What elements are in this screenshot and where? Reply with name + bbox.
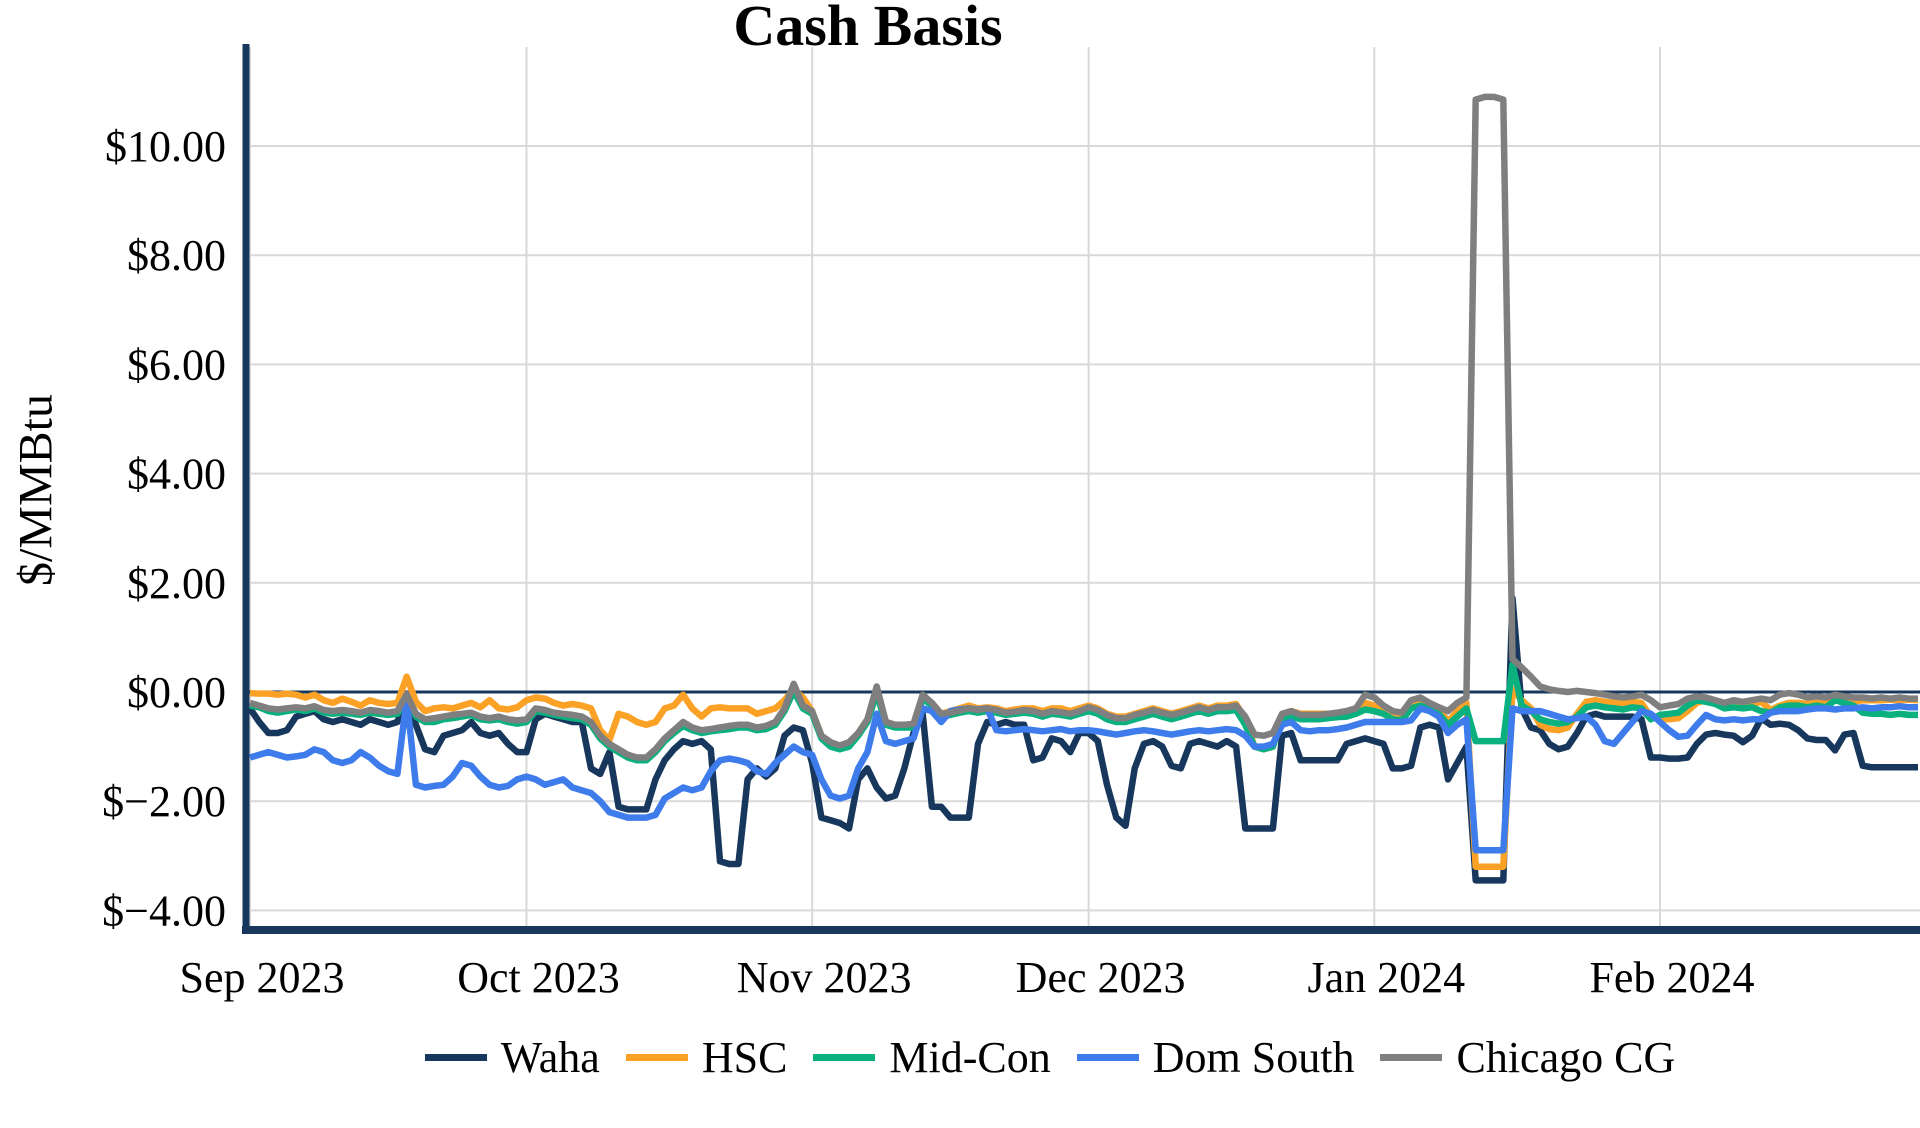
y-tick--2: $−2.00: [102, 777, 226, 826]
y-tick-8: $8.00: [127, 231, 226, 280]
x-tick-jan-2024: Jan 2024: [1307, 953, 1465, 1002]
x-tick-feb-2024: Feb 2024: [1589, 953, 1754, 1002]
legend-item-waha: Waha: [424, 1032, 600, 1083]
chicago-cg-legend-swatch: [1380, 1054, 1443, 1061]
x-tick-sep-2023: Sep 2023: [180, 953, 345, 1002]
series-dom-south: [249, 695, 1918, 854]
y-tick--4: $−4.00: [102, 886, 226, 935]
legend-item-chicago-cg: Chicago CG: [1380, 1032, 1675, 1083]
x-tick-dec-2023: Dec 2023: [1016, 953, 1186, 1002]
legend-item-dom-south: Dom South: [1076, 1032, 1355, 1083]
x-tick-oct-2023: Oct 2023: [457, 953, 620, 1002]
dom-south-legend-swatch: [1076, 1054, 1139, 1061]
series-waha: [247, 594, 1918, 884]
legend-item-mid-con: Mid-Con: [813, 1032, 1051, 1083]
chart-title: Cash Basis: [733, 0, 1003, 58]
y-tick-2: $2.00: [127, 559, 226, 608]
legend-item-hsc: HSC: [625, 1032, 788, 1083]
mid-con-legend-swatch: [813, 1054, 876, 1061]
x-tick-nov-2023: Nov 2023: [737, 953, 912, 1002]
dom-south-legend-label: Dom South: [1152, 1033, 1355, 1082]
y-tick-6: $6.00: [127, 340, 226, 389]
chicago-cg-legend-label: Chicago CG: [1456, 1033, 1676, 1082]
hsc-legend-swatch: [625, 1054, 688, 1061]
y-tick-0: $0.00: [127, 668, 226, 717]
chart-legend: Waha HSC Mid-Con Dom South Chicago CG: [180, 1032, 1920, 1083]
y-tick-4: $4.00: [127, 450, 226, 499]
series-chicago-cg: [249, 93, 1918, 761]
y-tick-10: $10.00: [105, 122, 226, 171]
hsc-legend-label: HSC: [701, 1033, 788, 1082]
waha-legend-label: Waha: [500, 1033, 600, 1082]
mid-con-legend-label: Mid-Con: [889, 1033, 1051, 1082]
waha-legend-swatch: [424, 1054, 487, 1061]
